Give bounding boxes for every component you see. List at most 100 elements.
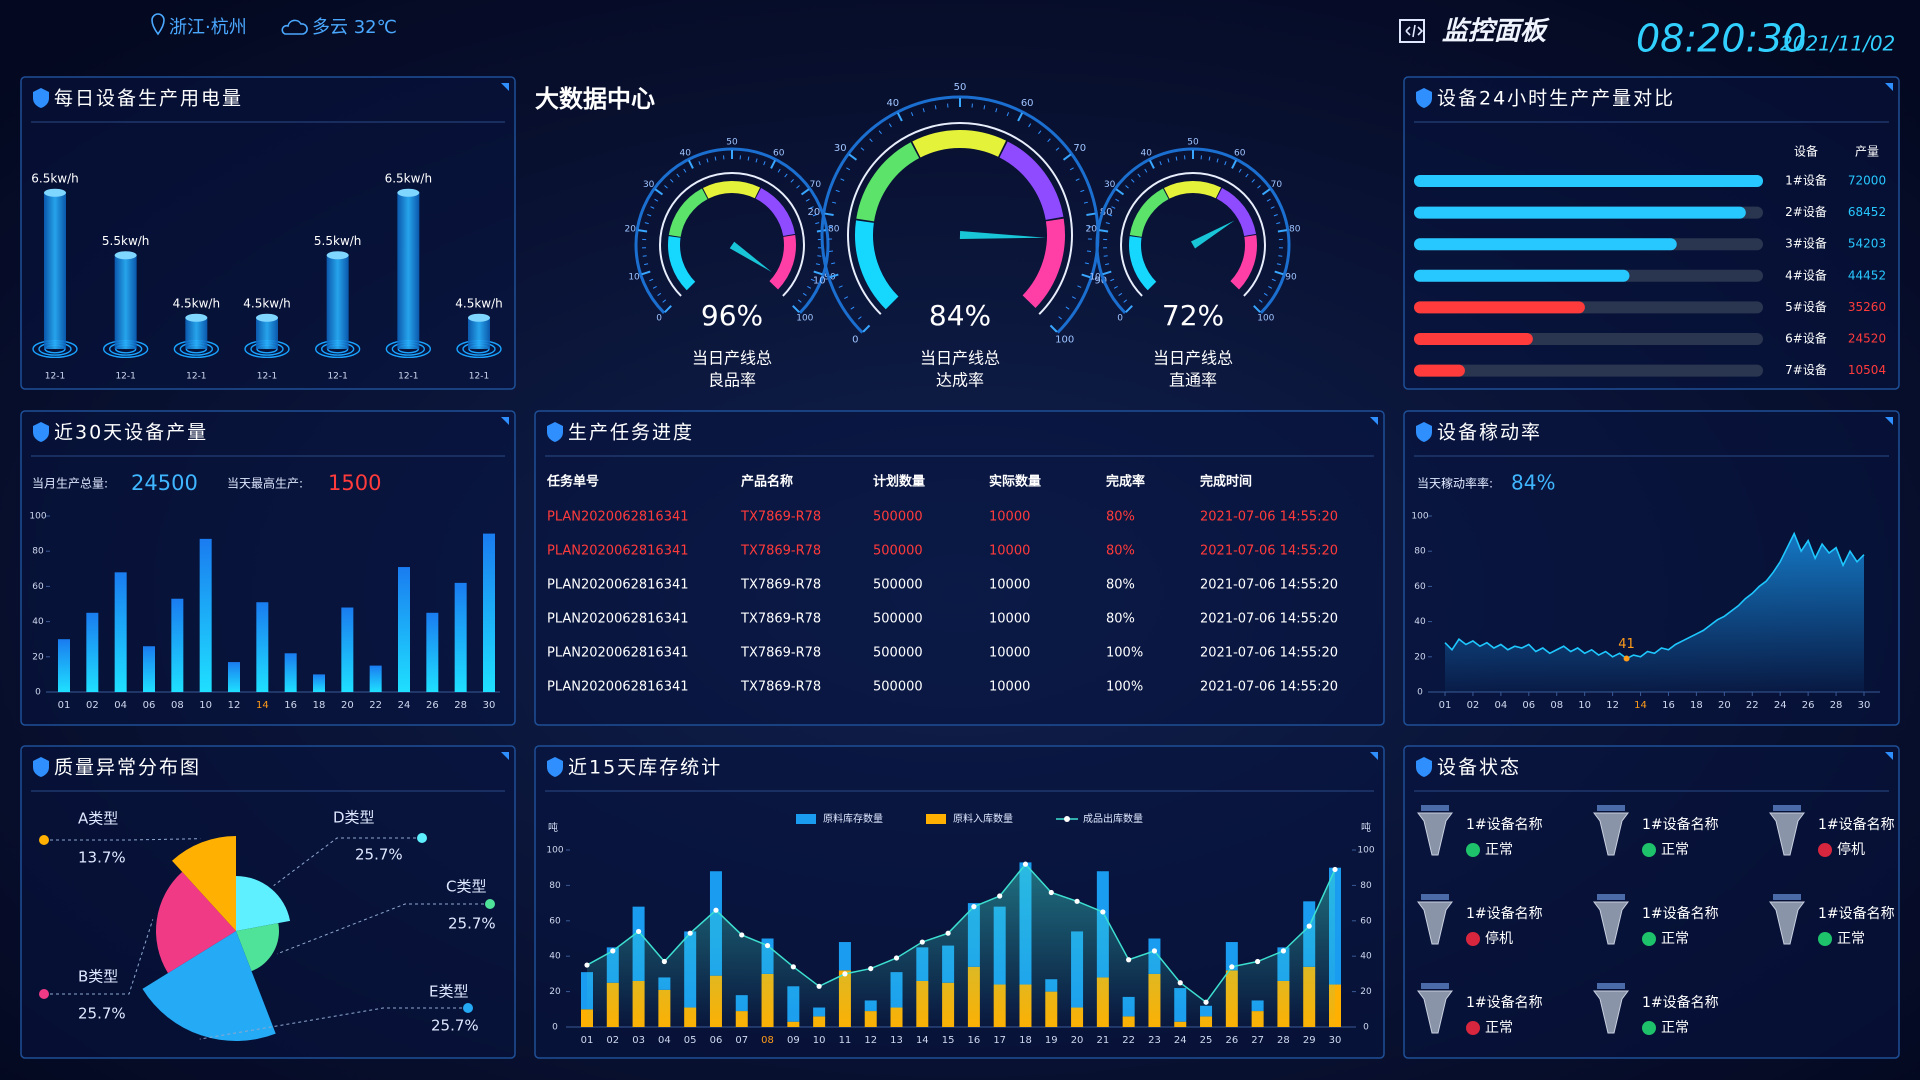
x-tick-label: 02 [1467,700,1480,711]
device-status: 正常 [1485,842,1513,858]
gauge-outline [1120,171,1266,297]
y2-tick-label: 60 [1360,916,1372,926]
category-label: 6#设备 [1785,332,1827,346]
date: 2021/11/02 [1780,32,1895,56]
x-tick-label: 12-1 [45,372,65,382]
legend-swatch [926,814,946,824]
gauge-minor-tick [831,262,836,265]
gauge-minor-tick [1159,161,1162,166]
annotation: 41 [1618,637,1635,652]
gauge-tick-label: 60 [1234,149,1246,159]
title-icon [1399,19,1425,43]
panel-corner [501,417,509,425]
x-tick-label: 02 [606,1035,619,1046]
bar [1414,333,1533,345]
device-status: 停机 [1485,930,1513,947]
gauge-label: 达成率 [936,371,984,390]
status-dot [1466,1021,1480,1035]
value-label: 54203 [1848,237,1886,251]
bar-top [468,313,490,322]
x-tick-label: 10 [813,1035,826,1046]
x-tick-label: 14 [1634,700,1647,711]
x-tick-label: 28 [1277,1035,1290,1046]
x-tick-label: 17 [993,1035,1006,1046]
gauge-minor-tick [1245,173,1249,178]
line-point [1022,861,1029,867]
table-cell: 100% [1106,646,1143,661]
gauge-tick [792,305,800,313]
y-tick-label: 100 [1411,512,1428,522]
gauge-minor-tick [1278,255,1283,257]
gauge-tick-label: 60 [1021,98,1034,109]
gauge-tick [1049,324,1058,333]
gauge-minor-tick [1047,138,1051,143]
line-point [868,965,874,972]
x-tick-label: 25 [1200,1035,1213,1046]
gauge-minor-tick [650,206,655,209]
bar [454,582,467,692]
panel-corner [1885,417,1893,425]
gauge-tick [1115,188,1125,196]
table-cell: PLAN2020062816341 [547,578,689,593]
x-tick-label: 12-1 [398,372,418,382]
x-tick-label: 07 [735,1035,748,1046]
table-cell: 2021-07-06 14:55:20 [1200,510,1338,525]
table-cell: PLAN2020062816341 [547,544,689,559]
gauge-minor-tick [647,214,652,217]
device-status: 正常 [1661,842,1689,858]
category-label: E类型 [429,983,468,1001]
gauge-minor-tick [1071,296,1076,300]
gauge-minor-tick [857,316,862,320]
x-tick-label: 12 [228,700,241,711]
y-tick-label: 60 [32,582,44,592]
value-label: 13.7% [78,849,126,867]
table-cell: 10000 [989,544,1030,559]
device-icon [1769,901,1805,945]
x-tick-label: 12-1 [186,372,206,382]
gauge-minor-tick [1251,179,1255,183]
y-tick-label: 0 [1417,688,1423,698]
device-icon [1769,812,1805,856]
gauge-minor-tick [652,285,657,289]
gauge-minor-tick [850,306,855,310]
device-icon-top [1773,894,1801,900]
gauge-minor-tick [1273,214,1278,217]
category-label: 1#设备 [1785,174,1827,188]
gauge-outline [847,122,1074,315]
area [1445,533,1864,692]
y2-tick-label: 40 [1360,952,1372,962]
gauge-minor-tick [1268,285,1273,289]
table-cell: 2021-07-06 14:55:20 [1200,612,1338,627]
x-tick-label: 24 [1174,1035,1187,1046]
x-tick-label: 28 [1830,700,1843,711]
panel [1403,745,1900,1059]
x-tick-label: 08 [1550,700,1563,711]
device-name: 1#设备名称 [1642,905,1719,922]
gauge-minor-tick [1271,278,1276,282]
gauge-minor-tick [809,206,814,209]
leader-dot [417,833,427,843]
bar [313,674,325,692]
line-point [971,904,977,910]
gauge-minor-tick [1113,285,1118,289]
gauge-band [1163,181,1222,199]
value-label: 4.5kw/h [455,296,503,310]
device-icon-top [1421,894,1449,900]
x-tick-label: 14 [916,1035,929,1046]
x-tick-label: 23 [1148,1035,1161,1046]
y-tick-label: 40 [1414,617,1426,627]
x-tick-label: 24 [1774,700,1787,711]
x-tick-label: 12-1 [115,372,135,382]
x-tick-label: 12 [864,1035,877,1046]
panel-title: 设备状态 [1437,757,1521,779]
value-label: 72000 [1848,174,1886,188]
line-point [687,930,693,936]
table-header: 任务单号 [546,474,599,490]
gauge-tick-label: 10 [628,272,640,282]
leader-dot [485,899,495,909]
gauge-minor-tick [644,263,649,266]
x-tick-label: 12 [1606,700,1619,711]
table-cell: 2021-07-06 14:55:20 [1200,646,1338,661]
bar [1414,206,1746,219]
